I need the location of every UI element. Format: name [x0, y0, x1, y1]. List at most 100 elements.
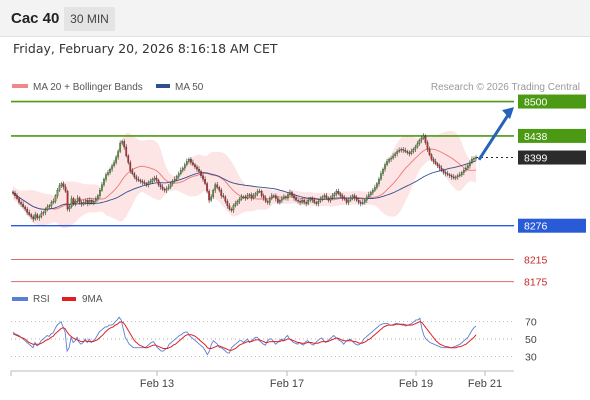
candle-body: [412, 149, 415, 152]
level-tag-8399: [518, 150, 586, 165]
candle-body: [238, 198, 241, 202]
candle-body: [198, 169, 200, 172]
candle-body: [202, 175, 204, 180]
candle-body: [361, 202, 364, 204]
legend-label-rsi: RSI: [33, 294, 50, 305]
candle-body: [236, 201, 239, 204]
candle-body: [137, 178, 140, 181]
candle-body: [448, 174, 451, 176]
candle-body: [321, 196, 324, 200]
candle-body: [307, 200, 310, 204]
candle-body: [127, 155, 130, 163]
candle-body: [123, 141, 126, 148]
candle-body: [139, 180, 142, 182]
candle-body: [327, 197, 330, 201]
candle-body: [363, 200, 366, 203]
candle-body: [125, 146, 128, 157]
candle-body: [319, 198, 322, 202]
candle-body: [222, 195, 225, 198]
x-tick-label: Feb 17: [270, 378, 304, 390]
candle-body: [339, 193, 342, 196]
level-tag-8276: [518, 218, 586, 233]
candle-body: [390, 157, 392, 160]
candle-body: [171, 181, 174, 184]
candle-body: [283, 196, 285, 199]
candle-body: [420, 137, 423, 141]
candle-body: [117, 151, 119, 158]
candle-body: [204, 178, 206, 184]
candle-body: [159, 184, 162, 188]
candle-body: [113, 162, 115, 166]
candle-body: [422, 135, 425, 139]
candle-body: [355, 197, 358, 201]
candle-body: [410, 151, 413, 154]
candle-body: [469, 162, 471, 166]
candle-body: [309, 198, 312, 201]
candle-body: [386, 161, 388, 165]
candle-body: [374, 187, 376, 191]
candle-body: [20, 202, 22, 205]
candle-body: [424, 135, 427, 143]
candle-body: [289, 192, 291, 195]
candle-body: [297, 200, 299, 202]
chart-header: Cac 40 30 MIN: [0, 0, 590, 37]
candle-body: [103, 178, 105, 185]
rsi-series-rsi: [12, 316, 477, 356]
candle-body: [56, 190, 59, 196]
candle-body: [260, 191, 263, 196]
level-label-8175: 8175: [524, 277, 548, 289]
candle-body: [359, 202, 362, 204]
candle-body: [173, 178, 176, 182]
candle-body: [408, 152, 411, 154]
candle-body: [167, 186, 170, 189]
candle-body: [246, 195, 249, 199]
candle-body: [129, 162, 132, 171]
rsi-series-9ma: [12, 321, 477, 351]
candle-body: [177, 173, 180, 177]
candle-body: [107, 172, 109, 175]
x-tick-label: Feb 13: [140, 378, 174, 390]
level-label-8438: 8438: [524, 131, 548, 143]
candle-body: [256, 191, 259, 194]
candle-body: [24, 206, 26, 210]
candle-body: [378, 178, 380, 184]
candle-body: [32, 216, 35, 220]
candle-body: [70, 198, 73, 208]
candle-body: [305, 202, 308, 204]
candle-body: [12, 191, 14, 194]
candle-body: [220, 190, 223, 196]
level-label-8500: 8500: [524, 97, 548, 109]
credit-text: Research © 2026 Trading Central: [431, 82, 580, 93]
candle-body: [242, 196, 245, 199]
candle-body: [442, 170, 445, 173]
candlesticks: [12, 133, 477, 222]
candle-body: [274, 195, 277, 199]
candle-body: [38, 216, 41, 219]
price-level-labels: 8500 8438 8399 8276 8215 8175: [518, 94, 586, 289]
rsi-legend: RSI 9MA: [12, 294, 103, 305]
candle-body: [285, 196, 287, 199]
candle-body: [143, 182, 146, 184]
chart-datetime: Friday, February 20, 2026 8:16:18 AM CET: [13, 41, 278, 56]
candle-body: [40, 213, 43, 217]
level-tag-8438: [518, 128, 586, 143]
level-tag-8500: [518, 94, 586, 109]
legend-swatch-ma20: [12, 84, 28, 88]
candle-body: [54, 195, 57, 202]
candle-body: [396, 151, 399, 154]
timeframe-button[interactable]: 30 MIN: [64, 7, 115, 31]
candle-body: [452, 176, 455, 179]
candle-body: [46, 206, 49, 210]
candle-body: [97, 195, 99, 200]
candle-body: [141, 181, 144, 183]
candle-body: [432, 159, 435, 162]
candle-body: [95, 198, 97, 202]
candle-body: [467, 165, 469, 169]
candle-body: [76, 197, 79, 202]
candle-body: [228, 205, 231, 210]
candle-body: [206, 183, 208, 192]
candle-body: [335, 191, 338, 194]
candle-body: [313, 200, 316, 203]
candle-body: [414, 146, 417, 150]
